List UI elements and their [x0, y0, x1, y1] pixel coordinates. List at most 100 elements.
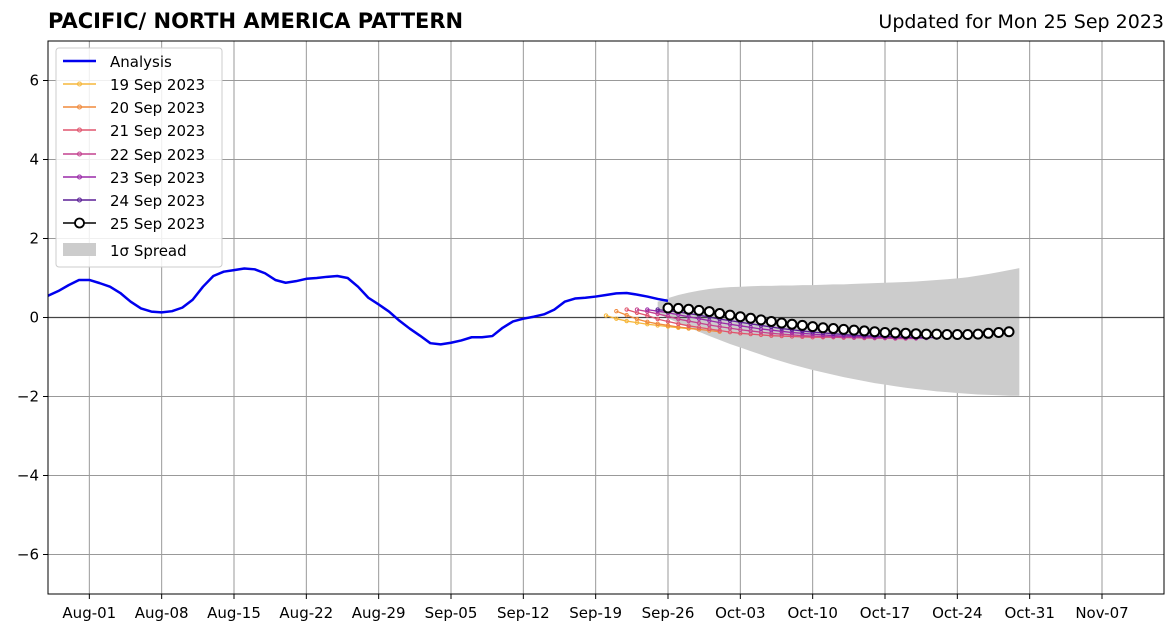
- forecast-point: [827, 323, 839, 335]
- forecast-point: [789, 330, 795, 335]
- forecast-point: [676, 321, 681, 327]
- forecast-point: [603, 313, 609, 318]
- forecast-point: [662, 302, 674, 314]
- forecast-point: [972, 328, 984, 340]
- forecast-point: [624, 312, 629, 318]
- x-tick-label: Oct-31: [1004, 604, 1054, 622]
- legend-f4-label: 22 Sep 2023: [110, 146, 205, 164]
- x-tick-label: Aug-01: [62, 604, 116, 622]
- forecast-point: [734, 311, 746, 323]
- x-tick-label: Aug-15: [207, 604, 261, 622]
- forecast-line: [616, 310, 720, 333]
- y-tick-label: 2: [29, 230, 39, 248]
- x-tick-label: Aug-08: [135, 604, 189, 622]
- legend-f3-marker: [77, 127, 82, 133]
- legend-f3-label: 21 Sep 2023: [110, 122, 205, 140]
- forecast-point: [789, 332, 795, 338]
- forecast-point: [634, 316, 640, 322]
- forecast-point: [920, 328, 932, 340]
- forecast-point: [724, 309, 736, 321]
- x-tick-label: Oct-24: [932, 604, 982, 622]
- legend-item-f7: 25 Sep 2023: [63, 215, 205, 233]
- forecast-series: [614, 308, 722, 334]
- legend-item-analysis: Analysis: [63, 53, 172, 71]
- forecast-point: [1003, 326, 1015, 338]
- forecast-point: [993, 327, 1005, 339]
- forecast-point: [624, 307, 629, 312]
- legend-item-spread: 1σ Spread: [63, 242, 187, 260]
- forecast-point: [634, 307, 640, 312]
- forecast-point: [714, 308, 726, 320]
- forecast-point: [879, 327, 891, 339]
- forecast-point: [838, 323, 850, 335]
- legend-f7-label: 25 Sep 2023: [110, 215, 205, 233]
- forecast-point: [655, 321, 660, 327]
- forecast-point: [817, 322, 829, 334]
- forecast-point: [727, 329, 733, 335]
- forecast-point: [848, 324, 860, 336]
- forecast-line: [636, 308, 916, 340]
- forecast-point: [796, 319, 808, 331]
- forecast-point: [707, 326, 712, 332]
- legend-f6-label: 24 Sep 2023: [110, 192, 205, 210]
- x-tick-label: Sep-12: [497, 604, 550, 622]
- forecast-point: [672, 302, 684, 314]
- series-layer: [47, 267, 1015, 346]
- forecast-point: [686, 325, 691, 331]
- forecast-point: [807, 321, 819, 333]
- legend-spread-swatch: [63, 243, 96, 256]
- x-tick-label: Oct-17: [860, 604, 910, 622]
- forecast-point: [738, 327, 743, 332]
- legend-f5-label: 23 Sep 2023: [110, 169, 205, 187]
- forecast-point: [786, 318, 798, 330]
- legend-item-f1: 19 Sep 2023: [63, 76, 205, 94]
- forecast-point: [745, 312, 757, 324]
- forecast-point: [645, 313, 650, 318]
- forecast-point: [717, 328, 722, 333]
- legend-f1-marker: [77, 81, 82, 87]
- forecast-point: [683, 303, 695, 315]
- legend-item-f2: 20 Sep 2023: [63, 99, 205, 117]
- forecast-point: [951, 328, 963, 340]
- x-tick-label: Nov-07: [1075, 604, 1128, 622]
- legend-item-f6: 24 Sep 2023: [63, 192, 205, 210]
- forecast-point: [686, 318, 691, 324]
- legend-f2-marker: [77, 104, 82, 110]
- legend-f7-marker: [74, 217, 85, 229]
- forecast-point: [858, 325, 870, 337]
- forecast-point: [614, 316, 619, 321]
- x-tick-label: Oct-03: [715, 604, 765, 622]
- forecast-point: [800, 331, 805, 336]
- x-tick-label: Oct-10: [787, 604, 837, 622]
- forecast-point: [889, 327, 901, 339]
- forecast-point: [962, 328, 974, 340]
- forecast-point: [655, 307, 660, 312]
- spread-area: [657, 268, 1020, 396]
- forecast-point: [869, 326, 881, 338]
- legend-f6-marker: [77, 197, 82, 203]
- forecast-point: [755, 314, 767, 326]
- forecast-point: [703, 306, 715, 318]
- chart-subtitle: Updated for Mon 25 Sep 2023: [878, 11, 1164, 33]
- spread-band: [657, 268, 1020, 396]
- forecast-point: [665, 319, 671, 324]
- legend-item-f4: 22 Sep 2023: [63, 146, 205, 164]
- forecast-point: [655, 311, 660, 317]
- forecast-point: [982, 327, 994, 339]
- legend-f2-label: 20 Sep 2023: [110, 99, 205, 117]
- forecast-point: [727, 325, 733, 331]
- forecast-point: [941, 328, 953, 340]
- forecast-point: [696, 325, 702, 330]
- forecast-point: [800, 333, 805, 338]
- chart-title: PACIFIC/ NORTH AMERICA PATTERN: [48, 9, 464, 33]
- forecast-line: [647, 308, 927, 339]
- forecast-point: [717, 324, 722, 329]
- legend-spread-label: 1σ Spread: [110, 242, 187, 260]
- forecast-point: [676, 316, 681, 322]
- forecast-point: [758, 332, 764, 338]
- forecast-series: [662, 302, 1015, 340]
- forecast-point: [769, 333, 774, 338]
- legend-f4-marker: [77, 151, 82, 157]
- y-tick-label: 4: [29, 151, 39, 169]
- forecast-point: [686, 323, 691, 328]
